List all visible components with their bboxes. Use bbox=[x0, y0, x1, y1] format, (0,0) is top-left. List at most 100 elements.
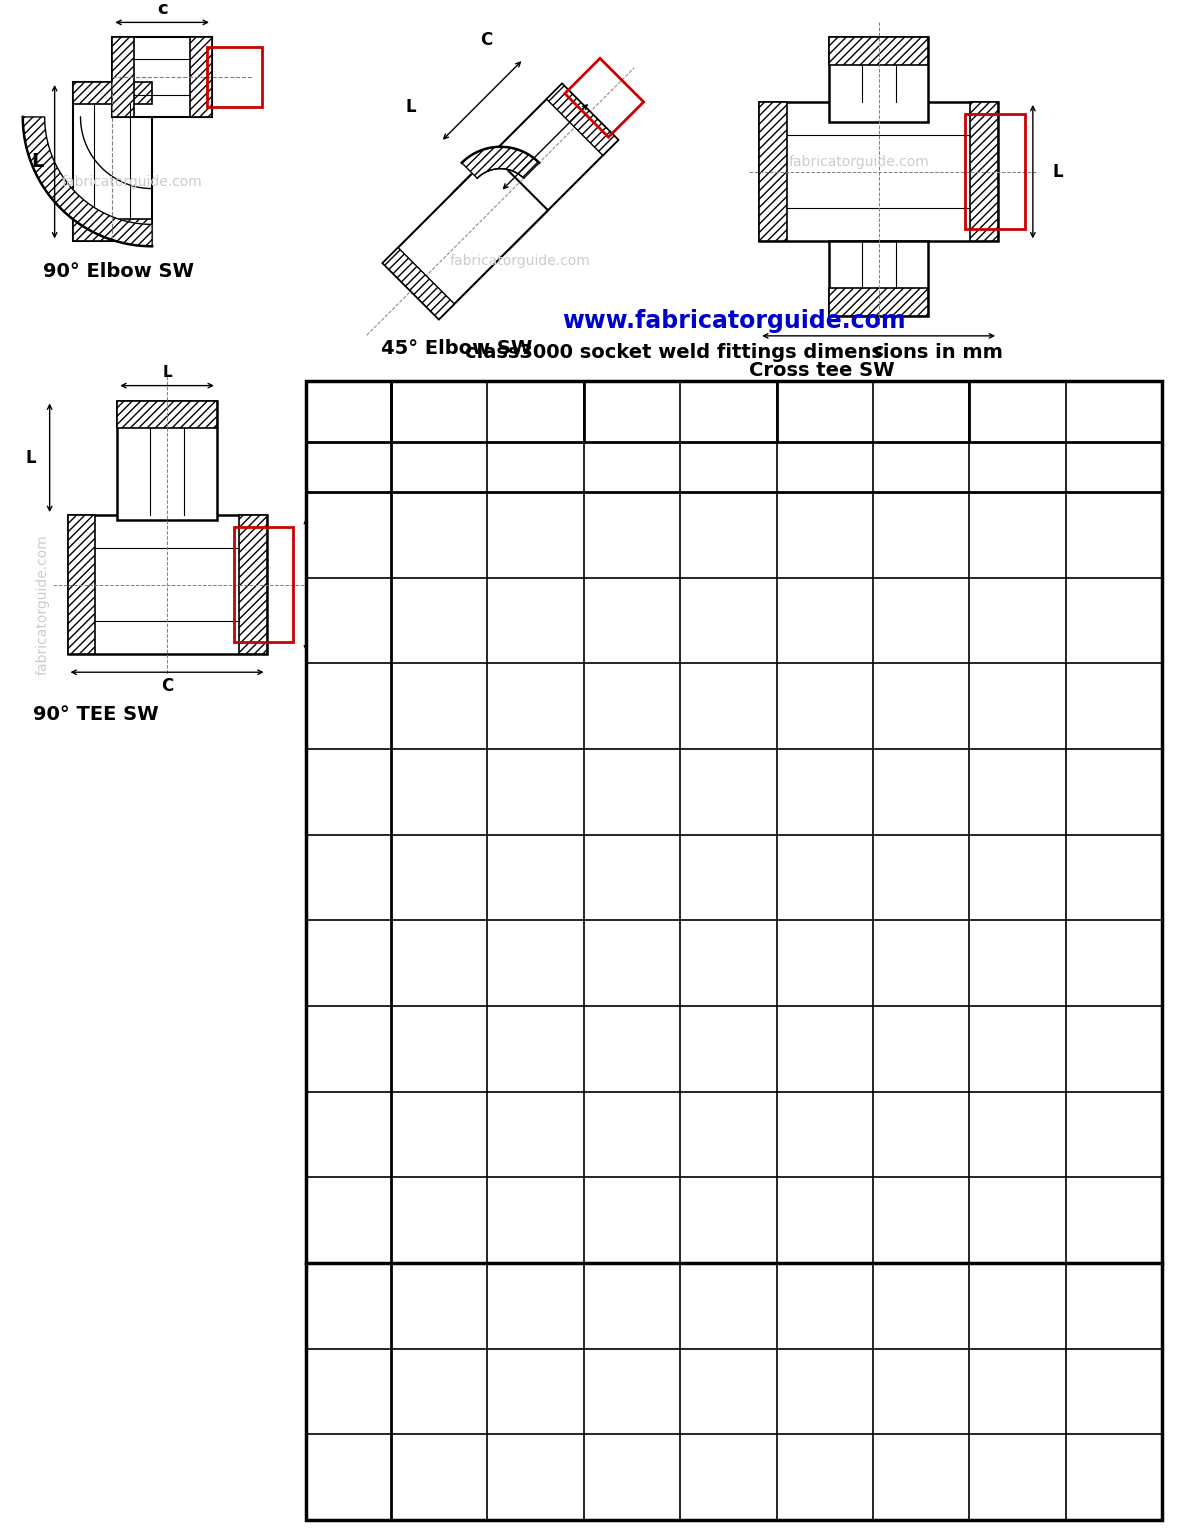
Text: 34: 34 bbox=[715, 1124, 742, 1144]
Text: 29: 29 bbox=[426, 1040, 452, 1058]
Text: 59: 59 bbox=[811, 1382, 838, 1401]
Bar bbox=[829, 37, 928, 121]
Text: 23: 23 bbox=[908, 697, 935, 716]
Text: 10: 10 bbox=[618, 525, 646, 544]
Text: 26: 26 bbox=[1100, 782, 1128, 802]
Text: 16: 16 bbox=[618, 954, 646, 972]
Bar bbox=[829, 37, 928, 65]
Text: 44: 44 bbox=[715, 1296, 742, 1315]
Text: 43: 43 bbox=[811, 1296, 838, 1315]
Text: 73: 73 bbox=[1100, 1382, 1128, 1401]
Bar bbox=[113, 37, 134, 117]
Bar bbox=[68, 515, 267, 654]
Text: 73: 73 bbox=[908, 1382, 934, 1401]
Text: Pipe: Pipe bbox=[326, 419, 370, 438]
Text: 45: 45 bbox=[908, 1124, 935, 1144]
Polygon shape bbox=[462, 147, 539, 178]
Bar bbox=[113, 37, 211, 117]
Text: c: c bbox=[874, 343, 883, 359]
Text: 90° TEE SW: 90° TEE SW bbox=[1013, 402, 1119, 421]
Text: 26: 26 bbox=[908, 782, 935, 802]
Text: 21: 21 bbox=[1100, 525, 1128, 544]
Text: 24: 24 bbox=[811, 954, 838, 972]
Text: 83: 83 bbox=[1100, 1468, 1128, 1487]
Text: C: C bbox=[815, 455, 834, 479]
Bar bbox=[72, 81, 152, 241]
Text: 45° Elbow SW: 45° Elbow SW bbox=[616, 402, 744, 421]
Text: 1/8": 1/8" bbox=[326, 525, 372, 544]
Text: L: L bbox=[32, 152, 44, 170]
Text: 23: 23 bbox=[1100, 697, 1128, 716]
Polygon shape bbox=[23, 37, 211, 246]
Text: L: L bbox=[528, 455, 544, 479]
Text: 3": 3" bbox=[337, 1382, 361, 1401]
Text: L: L bbox=[163, 366, 172, 381]
Text: 69: 69 bbox=[811, 1468, 838, 1487]
Text: L: L bbox=[721, 455, 736, 479]
Text: 1": 1" bbox=[337, 954, 361, 972]
Text: 26: 26 bbox=[522, 782, 550, 802]
Text: fabricatorguide.com: fabricatorguide.com bbox=[552, 955, 916, 991]
Text: 54: 54 bbox=[908, 1210, 935, 1230]
Bar bbox=[239, 515, 267, 654]
Text: 57: 57 bbox=[1100, 1296, 1128, 1315]
Text: 18: 18 bbox=[426, 782, 452, 802]
Bar bbox=[829, 289, 928, 316]
Text: 27: 27 bbox=[618, 1210, 646, 1230]
Text: 34: 34 bbox=[426, 1124, 452, 1144]
Text: 13: 13 bbox=[811, 525, 838, 544]
Text: L: L bbox=[406, 98, 417, 117]
Text: 3/8": 3/8" bbox=[326, 697, 372, 716]
Text: 41: 41 bbox=[715, 1210, 742, 1230]
Text: 40: 40 bbox=[1004, 1210, 1032, 1230]
Text: 13: 13 bbox=[426, 611, 452, 630]
Bar bbox=[760, 101, 787, 241]
Text: fabricatorguide.com: fabricatorguide.com bbox=[62, 175, 203, 189]
Text: 57: 57 bbox=[908, 1296, 935, 1315]
Text: 48: 48 bbox=[715, 1382, 742, 1401]
Text: 43: 43 bbox=[1004, 1296, 1032, 1315]
Text: 21: 21 bbox=[522, 611, 550, 630]
Text: 73: 73 bbox=[522, 1382, 550, 1401]
Polygon shape bbox=[453, 83, 618, 249]
Bar bbox=[965, 114, 1024, 229]
Text: 18: 18 bbox=[715, 611, 742, 630]
Text: 1/2": 1/2" bbox=[326, 782, 372, 802]
Polygon shape bbox=[453, 83, 618, 249]
Text: 18: 18 bbox=[811, 782, 838, 802]
Text: 45° Elbow SW: 45° Elbow SW bbox=[381, 339, 533, 358]
Text: 13: 13 bbox=[618, 782, 646, 802]
Text: 40: 40 bbox=[1100, 1040, 1128, 1058]
Text: 27: 27 bbox=[715, 954, 742, 972]
Text: 40: 40 bbox=[908, 1040, 934, 1058]
Text: 21: 21 bbox=[426, 868, 452, 888]
Text: 45: 45 bbox=[522, 1124, 550, 1144]
Text: 21: 21 bbox=[811, 868, 838, 888]
Text: fabricatorguide.com: fabricatorguide.com bbox=[450, 255, 591, 269]
Bar bbox=[760, 101, 998, 241]
Text: 1 1/2": 1 1/2" bbox=[316, 1124, 381, 1144]
Text: 34: 34 bbox=[618, 1382, 646, 1401]
Text: 57: 57 bbox=[715, 1468, 742, 1487]
Text: 2": 2" bbox=[337, 1210, 361, 1230]
Text: 21: 21 bbox=[908, 525, 935, 544]
Text: 3/4": 3/4" bbox=[326, 868, 372, 888]
Text: 32: 32 bbox=[1100, 868, 1128, 888]
Text: 83: 83 bbox=[522, 1468, 550, 1487]
Text: 13: 13 bbox=[426, 525, 452, 544]
Bar bbox=[829, 241, 928, 316]
Text: 90° Elbow SW: 90° Elbow SW bbox=[423, 402, 552, 421]
Text: 40: 40 bbox=[426, 1210, 452, 1230]
Text: L: L bbox=[322, 576, 332, 593]
Text: 18: 18 bbox=[1004, 782, 1032, 802]
Text: 21: 21 bbox=[1100, 611, 1128, 630]
Bar bbox=[118, 401, 217, 429]
Text: fabricatorguide.com: fabricatorguide.com bbox=[788, 155, 929, 169]
Text: 1 1/4": 1 1/4" bbox=[316, 1040, 381, 1058]
Text: 43: 43 bbox=[618, 1468, 646, 1487]
Text: 40: 40 bbox=[522, 1040, 550, 1058]
Text: 45: 45 bbox=[1100, 1124, 1128, 1144]
Text: 35: 35 bbox=[1100, 954, 1128, 972]
Text: 10: 10 bbox=[618, 611, 646, 630]
Text: 21: 21 bbox=[715, 782, 742, 802]
